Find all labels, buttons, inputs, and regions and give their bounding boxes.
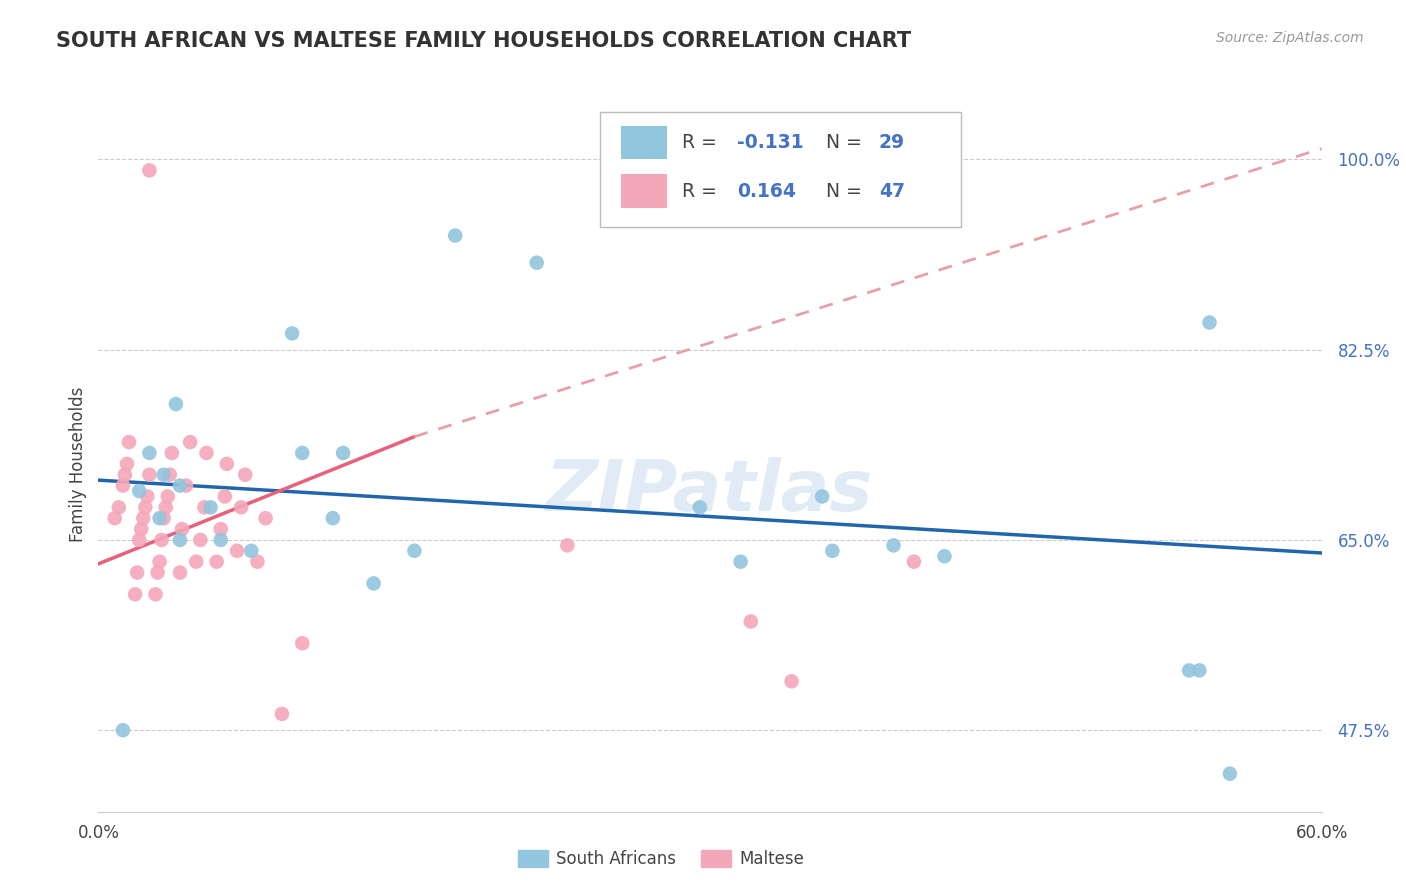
Point [240,544,263,558]
Text: N =: N = [827,182,868,201]
Point [1198,316,1220,330]
Point [1188,664,1211,678]
Point [254,511,277,525]
Point [114,467,136,482]
Point [165,397,187,411]
Point [127,566,149,580]
Point [730,555,752,569]
Point [209,522,232,536]
Point [169,566,191,580]
Point [200,500,222,515]
Point [169,478,191,492]
Point [291,636,314,650]
Point [159,467,181,482]
Text: 29: 29 [879,133,905,152]
Point [270,706,294,721]
Text: R =: R = [682,133,723,152]
Point [555,538,579,552]
Point [118,435,141,450]
Text: Source: ZipAtlas.com: Source: ZipAtlas.com [1216,31,1364,45]
Text: 0.164: 0.164 [737,182,796,201]
Point [129,522,152,536]
Point [526,256,548,270]
Y-axis label: Family Households: Family Households [69,386,87,541]
Point [138,163,160,178]
Point [156,490,179,504]
Point [111,478,134,492]
Point [811,490,834,504]
Point [169,533,191,547]
Point [322,511,344,525]
Point [363,576,385,591]
Point [1178,664,1201,678]
Point [903,555,925,569]
Point [740,615,762,629]
Point [291,446,314,460]
Legend: South Africans, Maltese: South Africans, Maltese [510,843,811,875]
Point [821,544,844,558]
Point [155,500,177,515]
Point [193,500,215,515]
Point [186,555,208,569]
Point [132,511,155,525]
Text: SOUTH AFRICAN VS MALTESE FAMILY HOUSEHOLDS CORRELATION CHART: SOUTH AFRICAN VS MALTESE FAMILY HOUSEHOL… [56,31,911,51]
Point [150,533,173,547]
FancyBboxPatch shape [600,112,960,227]
Point [233,467,256,482]
Point [226,544,249,558]
Text: ZIPatlas: ZIPatlas [547,458,873,526]
Point [124,587,146,601]
Point [152,511,174,525]
Point [205,555,228,569]
Point [138,467,160,482]
Point [174,478,197,492]
Point [108,500,131,515]
Point [215,457,238,471]
Point [149,511,172,525]
Point [246,555,269,569]
Text: -0.131: -0.131 [737,133,804,152]
Point [332,446,354,460]
Point [1219,766,1241,780]
Point [136,490,159,504]
Point [444,228,467,243]
Point [179,435,201,450]
Point [689,500,711,515]
Point [883,538,905,552]
Point [104,511,127,525]
Point [404,544,426,558]
Point [134,500,156,515]
Point [195,446,218,460]
Point [188,533,212,547]
Text: 47: 47 [879,182,905,201]
Text: R =: R = [682,182,723,201]
Point [111,723,134,738]
Bar [620,175,668,208]
Point [128,483,150,498]
Bar [620,126,668,159]
Point [145,587,167,601]
Point [146,566,169,580]
Point [152,467,174,482]
Point [128,533,150,547]
Point [780,674,803,689]
Point [149,555,172,569]
Point [214,490,236,504]
Point [281,326,304,341]
Point [231,500,253,515]
Point [160,446,183,460]
Point [934,549,956,564]
Text: N =: N = [827,133,868,152]
Point [209,533,232,547]
Point [170,522,193,536]
Point [138,446,160,460]
Point [115,457,138,471]
